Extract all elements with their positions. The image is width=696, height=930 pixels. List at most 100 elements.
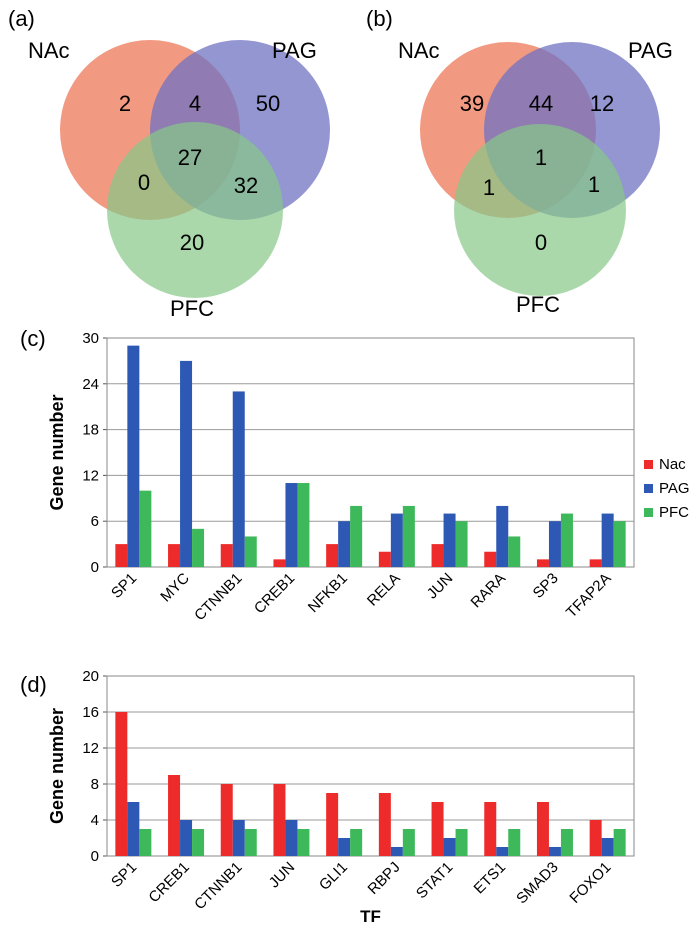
y-tick-label-d: 16 — [82, 704, 99, 721]
bar-c-myc-pfc — [192, 528, 205, 567]
bar-c-nfkb1-pag — [338, 521, 351, 567]
venn-a-set-label-pfc: PFC — [170, 296, 214, 321]
bar-c-rara-pfc — [508, 536, 521, 567]
legend-swatch-nac — [644, 460, 653, 469]
bar-c-sp3-nac — [536, 559, 549, 567]
x-tick-label-d: RBPJ — [365, 859, 404, 898]
y-tick-label-d: 8 — [91, 776, 99, 793]
bar-c-rela-pag — [390, 513, 403, 567]
panel-label-b: (b) — [366, 6, 393, 31]
venn-a: (a) NAc PAG PFC 2 4 50 27 0 32 20 — [8, 6, 330, 321]
x-tick-label-d: ETS1 — [471, 859, 510, 898]
bar-d-creb1-pfc — [192, 829, 205, 856]
bar-d-stat1-pag — [443, 838, 456, 856]
bar-c-rela-pfc — [402, 505, 415, 567]
bar-c-sp1-nac — [115, 544, 128, 567]
legend-swatch-pfc — [644, 508, 653, 517]
bar-d-rbpj-pfc — [402, 829, 415, 856]
x-tick-label-d: SP1 — [108, 859, 140, 891]
bar-c-nfkb1-nac — [326, 544, 339, 567]
venn-b-set-label-pfc: PFC — [516, 292, 560, 317]
bar-d-jun-pfc — [297, 829, 310, 856]
x-axis-label-d: TF — [360, 907, 381, 926]
venn-a-count-nac-only: 2 — [119, 91, 131, 116]
venn-b: (b) NAc PAG PFC 39 44 12 1 1 1 0 — [366, 6, 673, 317]
bar-c-sp3-pag — [548, 521, 561, 567]
bar-c-jun-pfc — [455, 521, 468, 567]
y-tick-label-c: 6 — [91, 513, 99, 530]
x-tick-label-c: SP1 — [108, 570, 140, 602]
y-tick-label-c: 18 — [82, 422, 99, 439]
venn-a-count-pfc-only: 20 — [180, 230, 204, 255]
y-tick-label-d: 4 — [91, 812, 99, 829]
panel-label-c: (c) — [20, 326, 46, 351]
bar-d-rbpj-nac — [378, 793, 391, 856]
venn-b-count-nac-pfc: 1 — [483, 175, 495, 200]
bar-c-creb1-pag — [285, 483, 298, 567]
bar-d-jun-pag — [285, 820, 298, 856]
bar-d-sp1-nac — [115, 712, 128, 856]
venn-a-circle-pfc — [107, 122, 283, 298]
bar-c-rara-pag — [496, 505, 509, 567]
venn-b-count-pfc-only: 0 — [535, 230, 547, 255]
venn-b-set-label-pag: PAG — [628, 38, 673, 63]
venn-a-set-label-nac: NAc — [28, 38, 70, 63]
venn-b-count-pag-only: 12 — [590, 91, 614, 116]
bar-d-smad3-nac — [536, 802, 549, 856]
bar-d-foxo1-nac — [589, 820, 602, 856]
y-tick-label-c: 30 — [82, 330, 99, 347]
venn-b-circle-pfc — [454, 124, 626, 296]
bar-d-smad3-pfc — [560, 829, 573, 856]
panel-label-a: (a) — [8, 6, 35, 31]
venn-b-count-nac-pag: 44 — [529, 91, 553, 116]
x-tick-label-c: CTNNB1 — [191, 570, 245, 624]
panel-label-d: (d) — [20, 672, 47, 697]
bar-d-sp1-pfc — [139, 829, 152, 856]
bar-c-sp1-pag — [127, 345, 140, 567]
bar-d-ets1-nac — [484, 802, 497, 856]
venn-b-count-all: 1 — [535, 145, 547, 170]
plot-frame-d — [106, 675, 635, 857]
x-tick-label-c: JUN — [424, 570, 457, 603]
x-tick-label-d: GLI1 — [316, 859, 351, 894]
venn-a-count-pag-only: 50 — [256, 91, 280, 116]
bar-c-ctnnb1-pag — [232, 391, 245, 567]
plot-frame-c — [106, 337, 635, 568]
bar-d-gli1-pag — [338, 838, 351, 856]
bar-d-stat1-nac — [431, 802, 444, 856]
venn-b-count-pag-pfc: 1 — [588, 172, 600, 197]
y-tick-label-c: 12 — [82, 467, 99, 484]
bar-d-creb1-nac — [168, 775, 181, 856]
bar-c-nfkb1-pfc — [350, 505, 363, 567]
bar-c-sp3-pfc — [560, 513, 573, 567]
y-tick-label-d: 20 — [82, 668, 99, 685]
bar-c-ctnnb1-nac — [220, 544, 233, 567]
bar-c-jun-pag — [443, 513, 456, 567]
x-tick-label-d: STAT1 — [413, 859, 456, 902]
venn-a-count-all: 27 — [178, 145, 202, 170]
bar-c-rela-nac — [378, 551, 391, 567]
y-tick-label-c: 24 — [82, 376, 99, 393]
venn-a-count-nac-pfc: 0 — [138, 170, 150, 195]
bar-d-sp1-pag — [127, 802, 140, 856]
y-tick-label-d: 12 — [82, 740, 99, 757]
bar-d-ets1-pfc — [508, 829, 521, 856]
bar-c-sp1-pfc — [139, 490, 152, 567]
bar-d-rbpj-pag — [390, 847, 403, 856]
bar-c-creb1-pfc — [297, 483, 310, 567]
bar-c-tfap2a-nac — [589, 559, 602, 567]
bar-d-smad3-pag — [548, 847, 561, 856]
bar-d-ctnnb1-nac — [220, 784, 233, 856]
x-tick-label-c: MYC — [157, 570, 193, 606]
bar-d-gli1-pfc — [350, 829, 363, 856]
legend-label-pag: PAG — [659, 480, 690, 497]
venn-b-set-label-nac: NAc — [398, 38, 440, 63]
bar-c-jun-nac — [431, 544, 444, 567]
x-tick-label-d: FOXO1 — [566, 859, 614, 907]
bar-d-ctnnb1-pfc — [244, 829, 257, 856]
venn-a-count-nac-pag: 4 — [189, 91, 201, 116]
x-tick-label-c: CREB1 — [251, 570, 298, 617]
